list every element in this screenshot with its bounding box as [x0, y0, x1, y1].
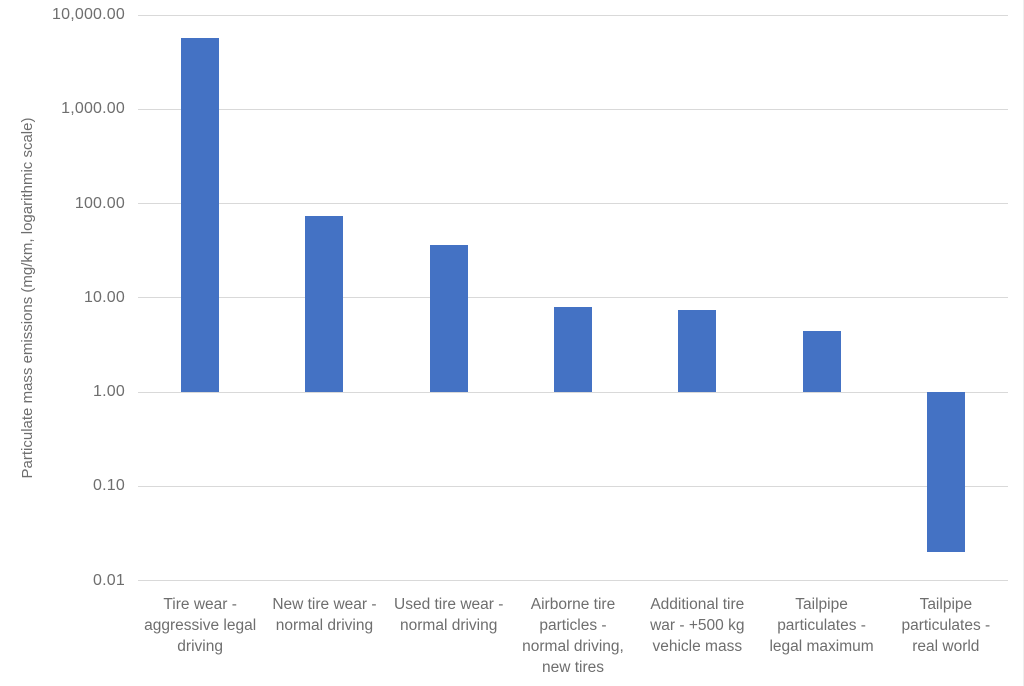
y-tick-label: 0.10	[93, 477, 125, 495]
x-axis-label: Tire wear - aggressive legal driving	[144, 596, 257, 655]
bar	[926, 392, 965, 553]
bar	[802, 330, 841, 393]
x-axis-label: New tire wear - normal driving	[272, 596, 377, 634]
bar	[429, 245, 468, 393]
y-tick-label: 10.00	[83, 288, 125, 306]
x-axis-label: Used tire wear - normal driving	[394, 596, 504, 634]
y-tick-label: 100.00	[74, 194, 125, 212]
x-axis-label: Tailpipe particulates - legal maximum	[769, 596, 874, 655]
gridline	[138, 297, 1008, 299]
bar	[305, 216, 344, 393]
gridline	[138, 203, 1008, 205]
bar	[554, 306, 592, 393]
x-axis-label: Tailpipe particulates - real world	[901, 596, 991, 655]
y-tick-label: 1.00	[93, 383, 125, 401]
gridline	[138, 391, 1008, 393]
bar	[181, 37, 220, 393]
y-tick-label: 10,000.00	[52, 6, 125, 23]
y-tick-label: 0.01	[93, 571, 125, 589]
bar	[678, 309, 717, 393]
x-axis-label: Airborne tire particles - normal driving, n…	[522, 596, 624, 676]
gridline	[138, 485, 1008, 487]
gridline	[138, 580, 1008, 582]
gridline	[138, 108, 1008, 110]
y-tick-label: 1,000.00	[61, 100, 125, 118]
gridline	[138, 14, 1008, 16]
x-axis-label: Additional tire war - +500 kg vehicle mass	[650, 596, 745, 655]
